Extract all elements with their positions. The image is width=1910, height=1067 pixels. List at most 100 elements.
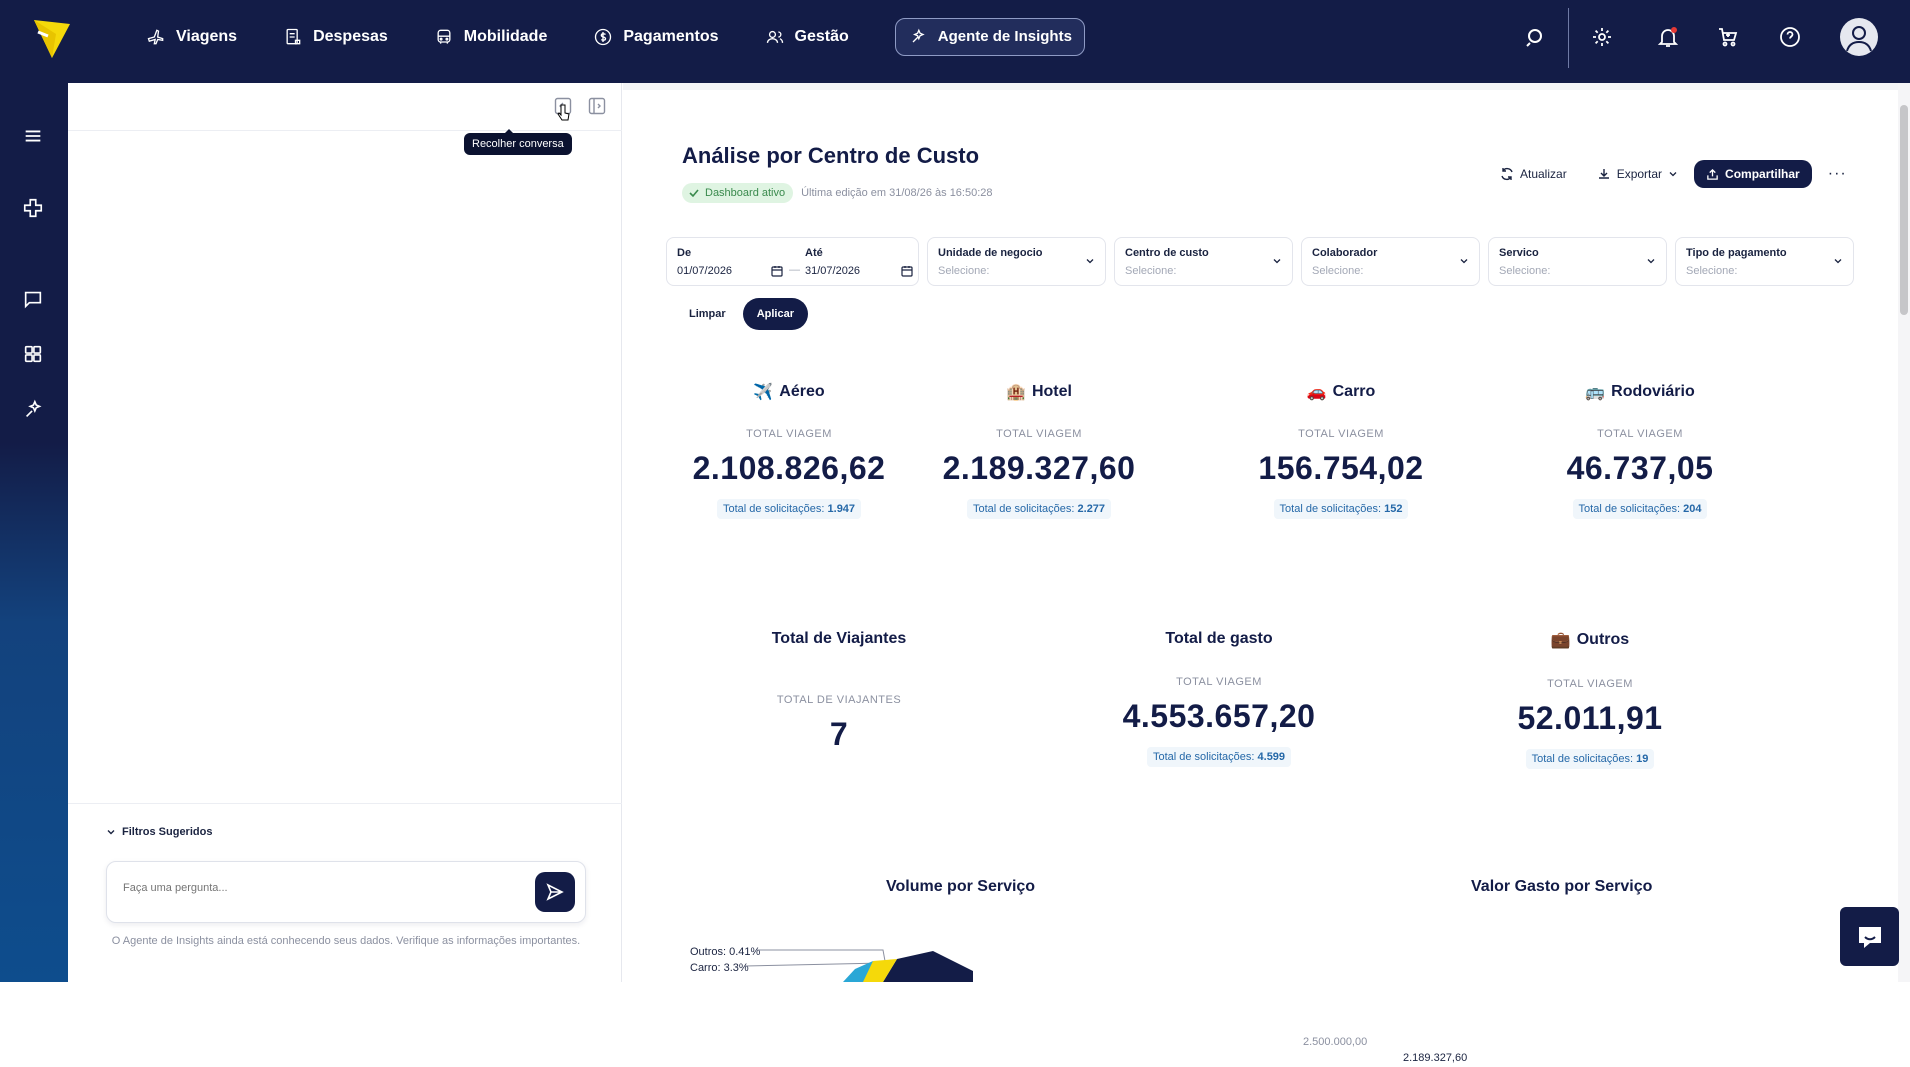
export-button[interactable]: Exportar bbox=[1597, 167, 1678, 181]
tooltip: Recolher conversa bbox=[464, 129, 572, 155]
filter-value: Selecione: bbox=[1125, 265, 1177, 277]
pie-leader-line bbox=[757, 949, 886, 962]
scrollbar-thumb[interactable] bbox=[1900, 105, 1908, 315]
filter-value: Selecione: bbox=[1686, 265, 1738, 277]
nav-gestao[interactable]: Gestão bbox=[765, 27, 849, 47]
dashboard-actions: Atualizar Exportar Compartilhar ··· bbox=[1500, 160, 1847, 188]
chat-header bbox=[68, 83, 622, 131]
date-to-label: Até bbox=[805, 247, 823, 259]
chevron-down-icon bbox=[107, 830, 115, 835]
date-from-field[interactable]: De 01/07/2026 bbox=[667, 238, 787, 287]
nav-pagamentos[interactable]: Pagamentos bbox=[593, 27, 719, 47]
car-icon bbox=[437, 29, 451, 44]
kpi-card-hotel: 🏨 Hotel TOTAL VIAGEM 2.189.327,60 Total d… bbox=[909, 382, 1169, 519]
kpi-value: 7 bbox=[829, 716, 849, 752]
kpi-requests-label: Total de solicitações: bbox=[1578, 503, 1681, 515]
kpi-title: 🏨 Hotel bbox=[909, 382, 1169, 402]
bell-icon[interactable] bbox=[1656, 25, 1680, 49]
share-label: Compartilhar bbox=[1725, 167, 1800, 181]
chevron-down-icon bbox=[1647, 259, 1655, 264]
filter-value: Selecione: bbox=[938, 265, 990, 277]
kpi-requests-value: 19 bbox=[1636, 753, 1649, 765]
scrollbar[interactable] bbox=[1898, 83, 1910, 982]
receipt-icon bbox=[286, 28, 301, 44]
filter-value: Selecione: bbox=[1499, 265, 1551, 277]
apply-button[interactable]: Aplicar bbox=[742, 298, 808, 330]
volume-pie-chart: Outros: 0.41% Carro: 3.3% bbox=[690, 946, 973, 982]
volume-chart-title: Volume por Serviço bbox=[886, 878, 1036, 895]
kpi-value: 52.011,91 bbox=[1517, 700, 1663, 736]
dashboard-icon[interactable] bbox=[22, 343, 44, 365]
menu-icon[interactable] bbox=[22, 125, 44, 147]
kpi-requests-value: 1.947 bbox=[827, 503, 856, 515]
calendar-icon[interactable] bbox=[901, 265, 913, 277]
help-icon[interactable] bbox=[1778, 25, 1802, 49]
download-icon bbox=[1598, 169, 1609, 179]
nav-label: Despesas bbox=[313, 27, 388, 45]
kpi-title-text: Aéreo bbox=[779, 383, 825, 400]
calendar-icon[interactable] bbox=[771, 265, 783, 277]
kpi-title-text: Rodoviário bbox=[1611, 383, 1695, 400]
plus-icon[interactable] bbox=[22, 197, 44, 219]
chat-bubble-icon bbox=[1858, 926, 1881, 948]
pie-leader-line bbox=[744, 962, 884, 967]
clear-button[interactable]: Limpar bbox=[689, 308, 726, 320]
y-axis-tick: 2.500.000,00 bbox=[1303, 1036, 1367, 1048]
kpi-title-text: Total de gasto bbox=[1165, 630, 1273, 647]
filter-label: Unidade de negocio bbox=[938, 247, 1043, 259]
nav-agente-insights[interactable]: Agente de Insights bbox=[894, 17, 1085, 56]
page-title: Análise por Centro de Custo bbox=[682, 143, 980, 168]
pie-slice-carro bbox=[843, 961, 873, 982]
kpi-title: Total de gasto bbox=[1089, 630, 1349, 648]
share-button[interactable]: Compartilhar bbox=[1694, 160, 1812, 188]
sparkle-icon[interactable] bbox=[22, 399, 44, 421]
pie-slice-aereo bbox=[883, 951, 973, 982]
car-emoji-icon: 🚗 bbox=[1306, 384, 1327, 401]
suggested-filters-label: Filtros Sugeridos bbox=[122, 826, 213, 838]
company-logo[interactable] bbox=[32, 16, 72, 60]
filter-servico[interactable]: Servico Selecione: bbox=[1488, 237, 1667, 286]
gear-icon[interactable] bbox=[1590, 25, 1614, 49]
nav-viagens[interactable]: Viagens bbox=[146, 27, 237, 47]
question-input[interactable] bbox=[123, 882, 503, 894]
refresh-label: Atualizar bbox=[1520, 167, 1567, 181]
chevron-down-icon bbox=[1273, 259, 1281, 264]
suggested-filters-toggle[interactable]: Filtros Sugeridos bbox=[106, 826, 212, 838]
date-to-field[interactable]: Até 31/07/2026 bbox=[795, 238, 915, 287]
check-icon bbox=[689, 189, 699, 198]
send-button[interactable] bbox=[535, 872, 575, 912]
filter-unidade-negocio[interactable]: Unidade de negocio Selecione: bbox=[927, 237, 1106, 286]
spend-chart-title: Valor Gasto por Serviço bbox=[1471, 878, 1653, 895]
kpi-card-aereo: ✈️ Aéreo TOTAL VIAGEM 2.108.826,62 Total … bbox=[659, 382, 919, 519]
more-options-button[interactable]: ··· bbox=[1827, 165, 1847, 182]
search-icon[interactable] bbox=[1524, 25, 1548, 49]
filter-colaborador[interactable]: Colaborador Selecione: bbox=[1301, 237, 1480, 286]
left-rail bbox=[0, 83, 68, 982]
pie-label-outros: Outros: 0.41% bbox=[690, 946, 761, 958]
chat-icon[interactable] bbox=[22, 288, 44, 310]
status-badge: Dashboard ativo bbox=[682, 183, 794, 203]
support-chat-button[interactable] bbox=[1840, 907, 1899, 966]
kpi-requests-value: 204 bbox=[1683, 503, 1702, 515]
filter-tipo-pagamento[interactable]: Tipo de pagamento Selecione: bbox=[1675, 237, 1854, 286]
user-icon bbox=[1846, 26, 1872, 52]
kpi-requests-label: Total de solicitações: bbox=[972, 503, 1075, 515]
chat-footer: Filtros Sugeridos O Agente de Insights a… bbox=[68, 803, 622, 982]
bus-emoji-icon: 🚌 bbox=[1585, 384, 1606, 401]
divider bbox=[623, 83, 1898, 90]
chevron-down-icon bbox=[1086, 259, 1094, 264]
sidebar-toggle-icon[interactable] bbox=[588, 97, 606, 115]
cart-icon[interactable] bbox=[1716, 25, 1740, 49]
avatar[interactable] bbox=[1840, 18, 1878, 56]
filter-centro-custo[interactable]: Centro de custo Selecione: bbox=[1114, 237, 1293, 286]
nav-mobilidade[interactable]: Mobilidade bbox=[434, 27, 547, 47]
nav-label: Pagamentos bbox=[623, 27, 719, 45]
kpi-title-text: Total de Viajantes bbox=[771, 630, 907, 647]
chevron-down-icon bbox=[1460, 259, 1468, 264]
refresh-button[interactable]: Atualizar bbox=[1500, 167, 1567, 181]
dashboard-main: Análise por Centro de Custo Dashboard at… bbox=[623, 83, 1910, 1064]
divider bbox=[1568, 8, 1569, 68]
nav-despesas[interactable]: Despesas bbox=[283, 27, 388, 47]
filter-bar: De 01/07/2026 — Até 31/07/2026 Unidade d… bbox=[666, 237, 1854, 286]
kpi-value: 2.108.826,62 bbox=[692, 450, 886, 486]
